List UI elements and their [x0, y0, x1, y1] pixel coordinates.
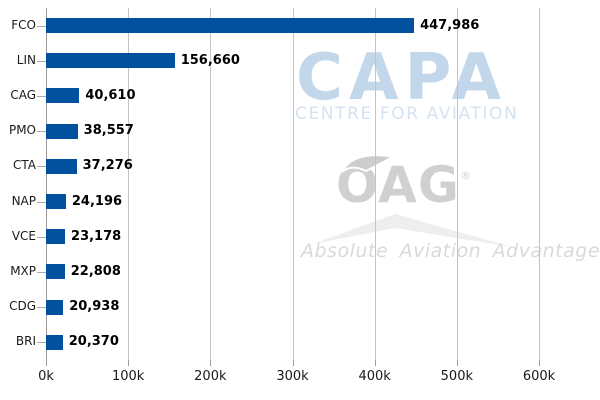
category-label: VCE	[11, 228, 36, 243]
bar-row: MXP 22,808	[0, 254, 600, 289]
x-axis-tick	[46, 360, 47, 366]
category-tick	[37, 166, 46, 168]
category-label: CAG	[10, 87, 36, 102]
oag-registered-mark: ®	[460, 169, 471, 182]
y-axis-line	[46, 8, 47, 360]
bar	[46, 53, 175, 69]
value-label: 20,938	[69, 299, 120, 315]
value-label: 447,986	[420, 17, 480, 33]
gridline	[456, 8, 458, 360]
value-label: 40,610	[85, 87, 136, 103]
category-label: PMO	[8, 123, 36, 138]
bar-row: FCO 447,986	[0, 8, 600, 43]
x-axis-tick	[292, 360, 294, 366]
gridline	[292, 8, 294, 360]
oag-swoosh-icon	[341, 154, 396, 173]
category-label: CDG	[9, 299, 36, 314]
category-tick	[37, 236, 46, 238]
gridline	[374, 8, 376, 360]
bar	[46, 194, 66, 210]
category-label: FCO	[11, 17, 36, 32]
category-label: MXP	[10, 263, 36, 278]
bar	[46, 299, 64, 315]
x-axis-tick-label: 0k	[38, 369, 54, 384]
value-label: 20,370	[68, 334, 119, 350]
category-label: LIN	[16, 52, 36, 67]
category-tick	[37, 25, 46, 27]
category-tick	[37, 201, 46, 203]
value-label: 22,808	[70, 263, 121, 279]
category-label: CTA	[13, 158, 36, 173]
bar	[46, 88, 80, 104]
x-axis-tick-label: 200k	[194, 369, 227, 384]
capa-watermark-subtitle: CENTRE FOR AVIATION	[295, 104, 519, 124]
bar	[46, 18, 415, 34]
capa-watermark-logo: CAPA	[296, 41, 508, 115]
category-label: BRI	[15, 334, 36, 349]
bar-row: CDG 20,938	[0, 290, 600, 325]
category-label: NAP	[11, 193, 36, 208]
x-axis-tick	[210, 360, 212, 366]
x-axis-tick	[539, 360, 540, 366]
category-tick	[37, 60, 46, 62]
bar	[46, 123, 78, 139]
x-axis-tick	[128, 360, 130, 366]
bar-row: LIN 156,660	[0, 43, 600, 78]
bar-row: PMO 38,557	[0, 114, 600, 149]
bar	[46, 229, 66, 245]
x-axis-tick-label: 100k	[111, 369, 145, 384]
bar	[46, 264, 65, 280]
category-tick	[37, 307, 46, 309]
bar-row: VCE 23,178	[0, 219, 600, 254]
bar-row: CAG 40,610	[0, 78, 600, 113]
bar	[46, 158, 77, 174]
gridline	[539, 8, 540, 360]
category-tick	[37, 342, 46, 344]
plot-area	[46, 8, 540, 360]
x-axis-tick-label: 600k	[522, 369, 556, 384]
value-label: 24,196	[71, 193, 123, 209]
category-tick	[37, 95, 46, 97]
value-label: 23,178	[71, 228, 122, 244]
bar-row: NAP 24,196	[0, 184, 600, 219]
x-axis-tick-label: 400k	[358, 369, 391, 384]
bar	[46, 334, 63, 350]
x-axis-tick	[374, 360, 376, 366]
category-tick	[37, 271, 46, 273]
bar-row: CTA 37,276	[0, 149, 600, 184]
category-tick	[37, 131, 46, 133]
gridline	[128, 8, 130, 360]
value-label: 38,557	[83, 123, 134, 139]
value-label: 156,660	[180, 52, 240, 68]
x-axis-tick-label: 500k	[440, 369, 473, 384]
oag-mountain-icon	[313, 214, 512, 247]
gridline	[210, 8, 212, 360]
x-axis-tick-label: 300k	[276, 369, 309, 384]
x-axis-tick	[456, 360, 458, 366]
bar-row: BRI 20,370	[0, 325, 600, 360]
value-label: 37,276	[82, 158, 133, 174]
